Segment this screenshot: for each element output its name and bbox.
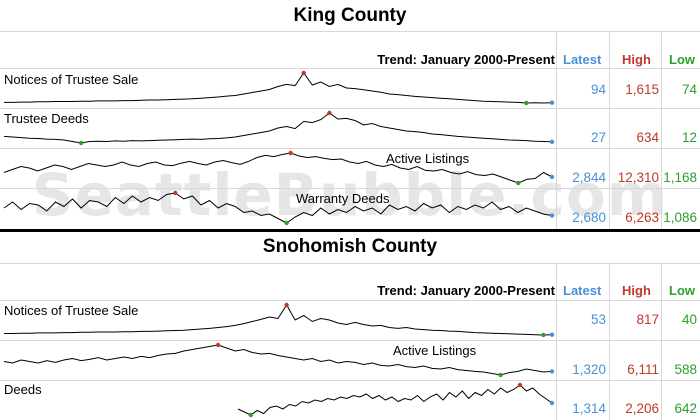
watermark-logo: SeattleBubble.com	[32, 161, 668, 229]
latest-marker	[549, 100, 555, 105]
sparkline-notices-of-trustee-sale	[4, 302, 555, 338]
sparkline-notices-of-trustee-sale	[4, 70, 555, 106]
low-marker	[516, 180, 521, 186]
latest-value: 1,320	[572, 362, 606, 377]
high-marker	[327, 110, 332, 116]
sparkline-active-listings	[3, 342, 555, 378]
king-series-row: Active Listings 2,844 12,310 1,168	[0, 148, 700, 188]
trend-header: Trend: January 2000-Present	[377, 283, 555, 298]
sparkline-active-listings	[3, 150, 555, 186]
high-header: High	[622, 283, 651, 298]
county-divider	[0, 229, 700, 232]
low-header: Low	[669, 283, 695, 298]
series-label: Trustee Deeds	[4, 111, 89, 126]
high-value: 12,310	[617, 170, 659, 185]
high-marker	[288, 150, 293, 156]
high-marker	[301, 70, 306, 76]
latest-value: 27	[590, 130, 606, 145]
high-value: 6,263	[625, 210, 659, 225]
snohomish-county-panel: Snohomish County Trend: January 2000-Pre…	[0, 232, 700, 420]
series-line	[4, 304, 553, 336]
series-line	[3, 152, 553, 184]
series-label: Active Listings	[386, 151, 470, 166]
snohomish-series-row: Active Listings 1,320 6,111 588	[0, 340, 700, 380]
latest-header: Latest	[563, 283, 602, 298]
low-marker	[78, 140, 84, 146]
latest-marker	[549, 174, 555, 180]
series-line	[237, 384, 553, 416]
low-value: 642	[674, 401, 697, 416]
king-series-row: Notices of Trustee Sale 94 1,615 74	[0, 68, 700, 108]
sparkline-warranty-deeds	[3, 190, 555, 226]
low-value: 1,086	[663, 210, 697, 225]
sparkline-deeds	[237, 382, 555, 418]
snohomish-series-row: Notices of Trustee Sale 53 817 40	[0, 300, 700, 340]
low-value: 1,168	[663, 170, 697, 185]
low-value: 12	[681, 130, 697, 145]
low-marker	[284, 220, 289, 226]
series-label: Active Listings	[393, 343, 477, 358]
low-value: 40	[681, 312, 697, 327]
high-marker	[517, 382, 523, 388]
series-line	[4, 72, 553, 104]
trend-header: Trend: January 2000-Present	[377, 52, 555, 67]
low-value: 588	[674, 362, 697, 377]
latest-value: 1,314	[572, 401, 606, 416]
latest-marker	[549, 139, 555, 144]
king-series-row: Warranty Deeds 2,680 6,263 1,086	[0, 188, 700, 228]
king-series-row: Trustee Deeds 27 634 12	[0, 108, 700, 148]
low-marker	[541, 332, 546, 338]
series-label: Deeds	[4, 382, 42, 397]
high-value: 817	[636, 312, 659, 327]
latest-header: Latest	[563, 52, 602, 67]
low-marker	[248, 412, 253, 418]
latest-value: 53	[590, 312, 606, 327]
low-marker	[498, 372, 503, 378]
series-label: Warranty Deeds	[296, 191, 390, 206]
panel-title: Snohomish County	[262, 236, 438, 257]
latest-value: 94	[590, 82, 606, 97]
high-value: 1,615	[625, 82, 659, 97]
high-marker	[215, 342, 221, 348]
latest-marker	[549, 369, 555, 374]
high-marker	[173, 190, 178, 196]
series-label: Notices of Trustee Sale	[4, 72, 139, 87]
high-marker	[284, 302, 289, 308]
latest-marker	[549, 213, 555, 218]
high-value: 634	[636, 130, 659, 145]
low-marker	[524, 100, 529, 106]
latest-marker	[549, 400, 555, 406]
sparkline-trustee-deeds	[3, 110, 555, 146]
snohomish-series-row: Deeds 1,314 2,206 642	[0, 380, 700, 420]
high-value: 2,206	[625, 401, 659, 416]
series-line	[3, 192, 553, 224]
series-line	[3, 344, 553, 376]
panel-title: King County	[293, 5, 407, 26]
high-value: 6,111	[627, 362, 659, 377]
latest-marker	[549, 332, 555, 337]
high-header: High	[622, 52, 651, 67]
latest-value: 2,680	[572, 210, 606, 225]
king-county-panel: King County Trend: January 2000-Present …	[0, 5, 700, 229]
latest-value: 2,844	[572, 170, 606, 185]
svg-text:SeattleBubble.com: SeattleBubble.com	[32, 161, 668, 229]
series-label: Notices of Trustee Sale	[4, 303, 139, 318]
low-value: 74	[681, 82, 697, 97]
series-line	[3, 112, 553, 144]
low-header: Low	[669, 52, 695, 67]
